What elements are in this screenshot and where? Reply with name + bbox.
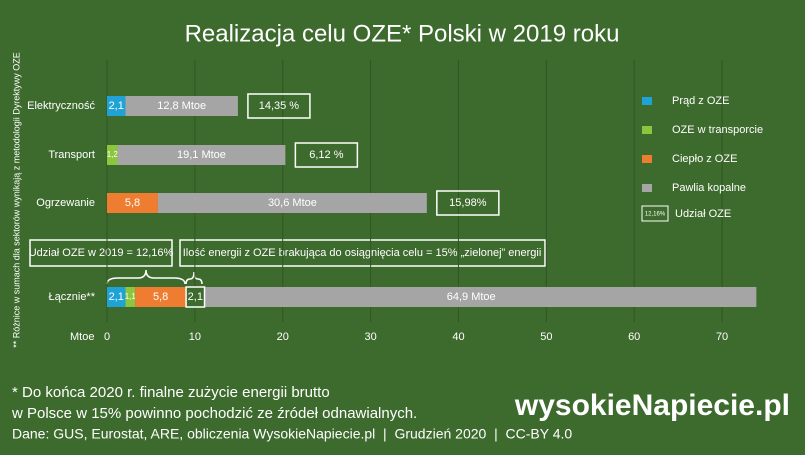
x-tick-label: 50 (540, 331, 552, 343)
bar-segment (107, 287, 126, 307)
bar-segment (125, 287, 136, 307)
y-tick-label: Transport (48, 149, 95, 161)
footnote: * Do końca 2020 r. finalne zużycie energ… (12, 384, 330, 401)
data-label: 5,8 (125, 197, 140, 209)
annotation-box (29, 239, 173, 267)
x-tick-label: 70 (716, 331, 728, 343)
bar-segment (117, 145, 286, 165)
legend-swatch (642, 97, 652, 105)
bar-segment (186, 287, 757, 307)
share-label: 15,98% (449, 197, 487, 209)
y-tick-label: Elektryczność (27, 100, 95, 112)
legend-swatch (642, 126, 652, 134)
legend-swatch (641, 205, 669, 222)
chart-title: Realizacja celu OZE* Polski w 2019 roku (185, 20, 620, 47)
bar-segment (157, 193, 427, 213)
data-label: 30,6 Mtoe (268, 197, 317, 209)
footnote: w Polsce w 15% powinno pochodzić ze źród… (11, 405, 417, 422)
data-label: 19,1 Mtoe (177, 149, 226, 161)
share-box (436, 190, 500, 216)
x-tick-label: 0 (104, 331, 110, 343)
annotation-box (179, 239, 546, 267)
legend-label: OZE w transporcie (672, 124, 763, 136)
data-label: 64,9 Mtoe (447, 291, 496, 303)
legend-swatch (642, 155, 652, 163)
logo: wysokieNapiecie.pl (514, 389, 790, 422)
target-gap (185, 286, 206, 308)
data-label: 1,2 (107, 150, 119, 159)
bar-segment (107, 145, 118, 165)
bar-segment (107, 193, 158, 213)
legend-label: Ciepło z OZE (672, 153, 737, 165)
x-tick-label: 30 (364, 331, 376, 343)
legend-sample: 12,16% (645, 212, 666, 218)
share-box (247, 93, 311, 119)
y-tick-label: Ogrzewanie (36, 197, 95, 209)
data-label: 12,8 Mtoe (157, 100, 206, 112)
y-tick-label: Łącznie** (49, 291, 96, 303)
x-axis-label: Mtoe (70, 331, 94, 343)
data-label: 2,1 (188, 291, 203, 303)
legend-label: Pawlia kopalne (672, 182, 746, 194)
x-tick-label: 40 (452, 331, 464, 343)
data-label: 2,1 (109, 100, 124, 112)
share-box (294, 142, 359, 168)
share-label: 14,35 % (259, 100, 300, 112)
bar-segment (125, 96, 238, 116)
data-label: 2,1 (109, 291, 124, 303)
bar-segment (107, 96, 126, 116)
data-label: 5,8 (153, 291, 168, 303)
brace (185, 271, 203, 285)
data-label: 1,1 (125, 292, 137, 301)
source: Dane: GUS, Eurostat, ARE, obliczenia Wys… (12, 426, 572, 442)
legend-label: Prąd z OZE (672, 95, 729, 107)
x-tick-label: 10 (189, 331, 201, 343)
brace (106, 269, 186, 285)
share-label: 6,12 % (309, 149, 343, 161)
side-note: ** Różnice w sumach dla sektorów wynikaj… (11, 52, 21, 348)
annotation: Ilość energii z OZE brakująca do osiągni… (183, 247, 542, 259)
legend-swatch (642, 184, 652, 192)
x-tick-label: 60 (628, 331, 640, 343)
annotation: Udział OZE w 2019 = 12,16% (29, 247, 174, 259)
bar-segment (135, 287, 187, 307)
legend-label: Udział OZE (675, 208, 731, 220)
x-tick-label: 20 (277, 331, 289, 343)
